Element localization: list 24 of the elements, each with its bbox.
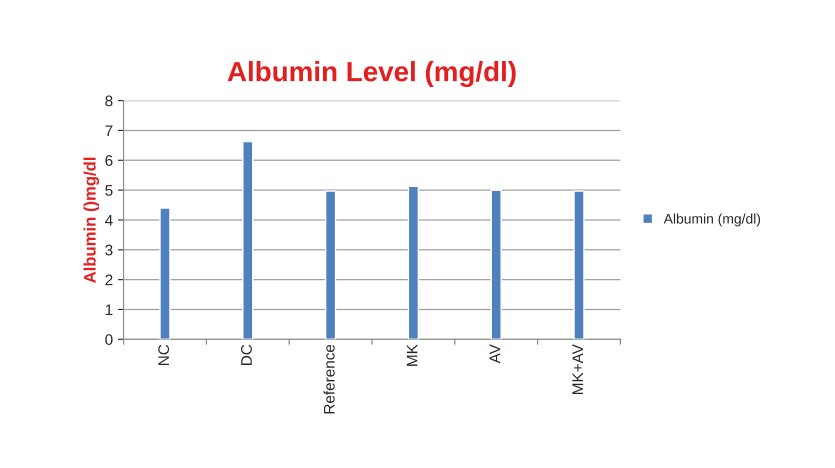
y-tick-label: 3 <box>105 244 112 256</box>
y-tick-label: 2 <box>105 274 112 286</box>
bar <box>408 186 420 340</box>
y-tick-label: 8 <box>105 95 112 106</box>
y-tick-label: 1 <box>106 304 112 315</box>
x-tick-label: DC <box>241 344 252 365</box>
bar <box>573 190 585 340</box>
x-tick-label: NC <box>158 344 170 365</box>
y-tick-label: 5 <box>105 185 113 196</box>
y-tick-label: 0 <box>105 334 113 345</box>
chart-title: Albumin Level (mg/dl) <box>228 61 516 88</box>
y-tick-label: 6 <box>105 155 112 166</box>
bar <box>324 190 336 340</box>
legend-label: Albumin (mg/dl) <box>664 213 760 226</box>
y-tick-label: 4 <box>105 214 113 226</box>
x-tick-label: AV <box>490 344 500 364</box>
x-tick-label: MK <box>406 344 418 366</box>
bar <box>159 207 171 340</box>
bar <box>490 189 502 340</box>
y-tick-label: 7 <box>105 125 112 136</box>
y-axis-title: Albumin ()mg/dl <box>84 158 100 283</box>
bar <box>242 140 254 340</box>
x-tick-label: MK+AV <box>572 344 583 394</box>
x-tick-label: Reference <box>323 344 335 414</box>
